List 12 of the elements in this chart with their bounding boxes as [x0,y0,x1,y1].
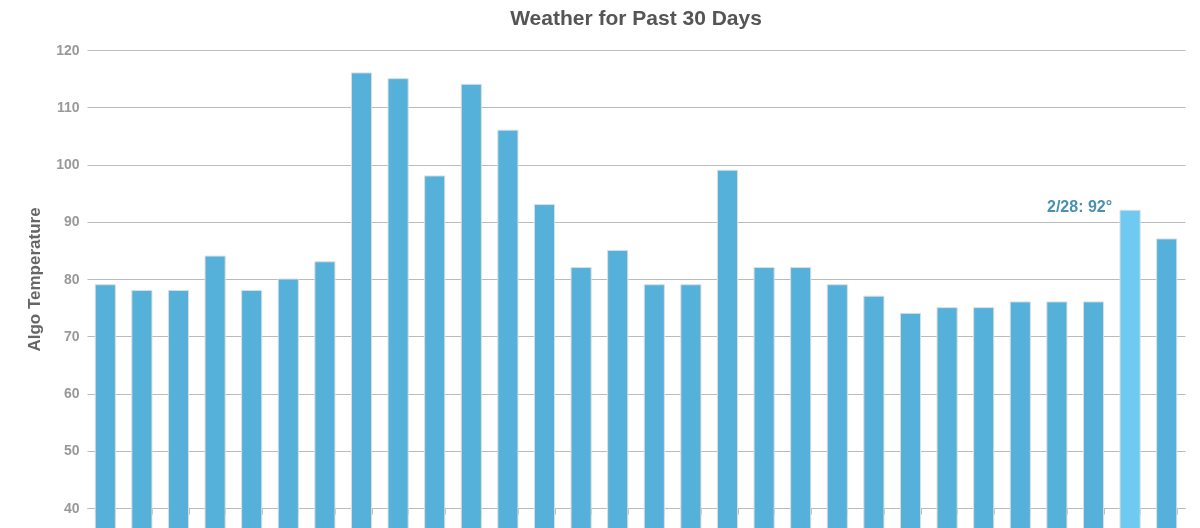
chart-title: Weather for Past 30 Days [510,6,762,29]
y-axis-title: Algo Temperature [25,207,45,352]
y-tick-label: 40 [63,499,80,516]
y-tick-label: 90 [63,213,80,230]
y-tick-label: 100 [56,156,80,172]
y-tick-label: 120 [56,41,80,58]
y-tick-label: 110 [56,98,80,115]
y-tick-label: 60 [63,385,80,401]
annotation: 2/28: 92° [1046,198,1113,216]
y-tick-label: 80 [63,270,80,287]
y-tick-label: 50 [63,442,80,459]
y-tick-label: 70 [63,327,80,344]
